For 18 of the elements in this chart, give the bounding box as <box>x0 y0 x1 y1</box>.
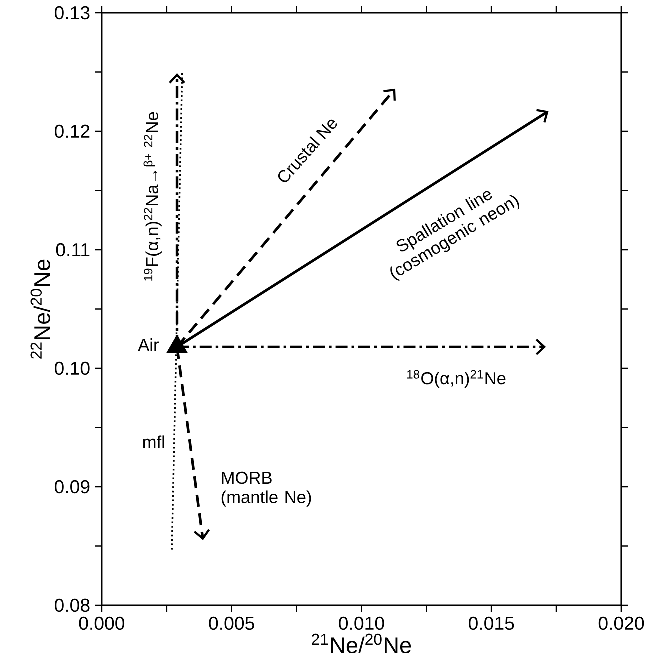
annotation: $^{18}$O(α,n)$^{21}$Ne <box>407 370 506 388</box>
x-tick-label: 0.015 <box>468 616 514 630</box>
y-tick-label: 0.09 <box>54 480 90 494</box>
y-tick-label: 0.11 <box>56 243 90 257</box>
x-tick-label: 0.020 <box>598 616 644 630</box>
y-tick-label: 0.12 <box>54 124 90 138</box>
x-axis-title: $^{21}$Ne/$^{20}$Ne <box>312 634 411 654</box>
x-tick-label: 0.005 <box>209 616 254 630</box>
x-tick-label: 0.010 <box>338 616 384 630</box>
y-axis-title: $^{22}$Ne/$^{20}$Ne <box>30 260 50 359</box>
y-tick-label: 0.08 <box>54 598 90 612</box>
annotation: Air <box>138 338 159 352</box>
y-tick-label: 0.13 <box>54 6 90 20</box>
annotation: MORB (mantle Ne) <box>222 472 312 507</box>
annotation: $^{19}$F(α,n)$^{22}$Na→$^{β+ 22}$Ne <box>144 112 162 281</box>
annotation: mfl <box>143 436 164 448</box>
y-tick-label: 0.10 <box>54 362 90 376</box>
x-tick-label: 0.000 <box>79 616 124 630</box>
